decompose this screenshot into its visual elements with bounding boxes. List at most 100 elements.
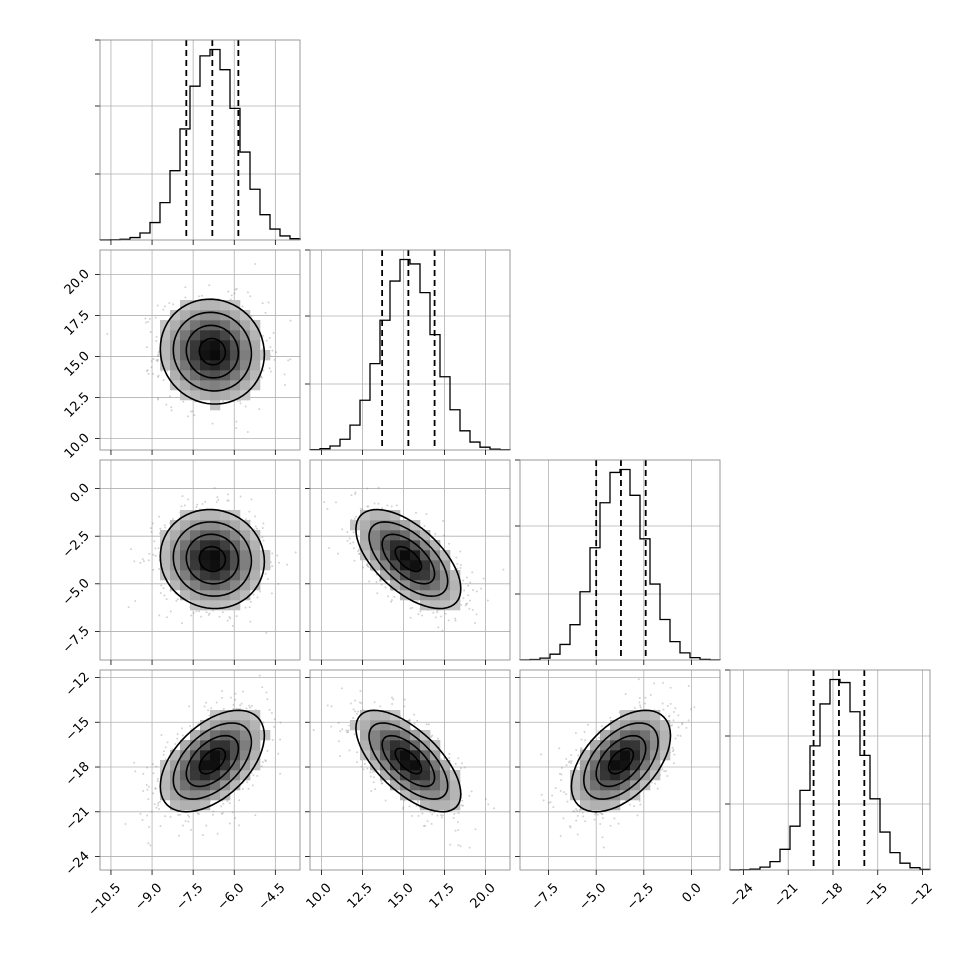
contour-level-0 (198, 747, 227, 775)
density-cell (200, 790, 211, 801)
sample-point (466, 602, 469, 605)
sample-point (235, 287, 238, 290)
sample-point (181, 495, 184, 498)
density-cell (200, 760, 211, 771)
sample-point (149, 844, 152, 847)
sample-point (474, 828, 477, 831)
sample-point (367, 505, 370, 508)
sample-point (260, 765, 263, 768)
density-cell (240, 590, 251, 601)
density-cell (170, 530, 181, 541)
sample-point (356, 751, 359, 754)
sample-point (197, 295, 200, 298)
sample-point (353, 733, 356, 736)
sample-point (147, 372, 150, 375)
density-cell (230, 740, 241, 751)
density-cell (440, 570, 451, 581)
density-cell (180, 320, 191, 331)
density-cell (210, 730, 221, 741)
density-cell (160, 330, 171, 341)
sample-point (191, 410, 194, 413)
density-cell (200, 560, 211, 571)
sample-point (216, 832, 219, 835)
sample-point (196, 812, 199, 815)
density-cell (200, 320, 211, 331)
sample-point (419, 610, 422, 613)
sample-point (449, 843, 452, 846)
density-cell (220, 790, 231, 801)
sample-point (462, 579, 465, 582)
sample-point (165, 616, 168, 619)
sample-point (264, 760, 267, 763)
sample-point (149, 527, 152, 530)
sample-point (155, 335, 158, 338)
density-cell (240, 710, 251, 721)
sample-point (235, 615, 238, 618)
density-cell (260, 560, 271, 571)
sample-point (469, 581, 472, 584)
sample-point (463, 589, 466, 592)
density-cell (190, 590, 201, 601)
sample-point (452, 816, 455, 819)
sample-point (277, 582, 280, 585)
sample-point (228, 802, 231, 805)
sample-point (165, 598, 168, 601)
sample-point (289, 319, 292, 322)
density-cell (240, 720, 251, 731)
sample-point (148, 552, 151, 555)
density-cell (160, 320, 171, 331)
panel-1-1 (305, 249, 511, 455)
density-cell (200, 380, 211, 391)
density-cell (170, 750, 181, 761)
sample-point (254, 814, 257, 817)
density-cell (210, 750, 221, 761)
density-cell (170, 800, 181, 811)
sample-point (260, 375, 263, 378)
sample-point (176, 737, 179, 740)
density-cell (170, 760, 181, 771)
sample-point (151, 763, 154, 766)
sample-point (163, 594, 166, 597)
density-cell (240, 580, 251, 591)
sample-point (346, 731, 349, 734)
density-cell (240, 380, 251, 391)
density-cell (430, 540, 441, 551)
sample-point (357, 710, 360, 713)
sample-point (258, 674, 261, 677)
grid (100, 460, 300, 660)
sample-point (152, 568, 155, 571)
sample-point (155, 359, 158, 362)
sample-point (417, 814, 420, 817)
density-cell (220, 360, 231, 371)
sample-point (415, 804, 418, 807)
sample-point (264, 311, 267, 314)
sample-point (486, 599, 489, 602)
sample-point (395, 504, 398, 507)
density-cell (440, 560, 451, 571)
density-cell (240, 770, 251, 781)
density-cell (420, 550, 431, 561)
sample-point (273, 718, 276, 721)
sample-point (184, 286, 187, 289)
density-cell (190, 360, 201, 371)
sample-point (454, 762, 457, 765)
sample-point (461, 799, 464, 802)
sample-point (176, 598, 179, 601)
sample-point (391, 702, 394, 705)
contour-level-3 (355, 508, 462, 610)
density-cell (250, 560, 261, 571)
sample-point (228, 616, 231, 619)
sample-point (144, 317, 147, 320)
sample-point (367, 566, 370, 569)
density-cell (180, 590, 191, 601)
sample-point (377, 502, 380, 505)
density-cell (200, 770, 211, 781)
density-cell (240, 570, 251, 581)
sample-point (352, 716, 355, 719)
density-cell (450, 590, 461, 601)
sample-point (235, 427, 238, 430)
density-cell (180, 560, 191, 571)
density-cell (160, 350, 171, 361)
sample-point (169, 610, 172, 613)
density-cell (180, 380, 191, 391)
